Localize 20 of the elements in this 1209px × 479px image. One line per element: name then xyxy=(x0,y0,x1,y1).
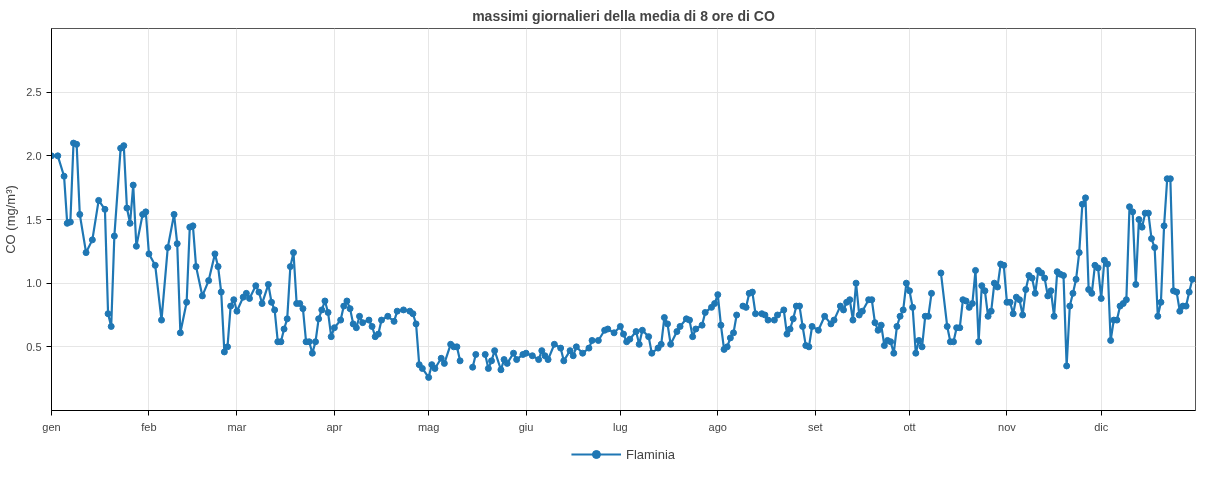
x-tick-label: nov xyxy=(998,420,1017,433)
legend-label: Flaminia xyxy=(625,446,676,462)
x-tick-label: feb xyxy=(141,420,157,433)
y-tick-label: 2.0 xyxy=(26,149,42,162)
x-tick-label: mag xyxy=(417,420,440,433)
y-tick-label: 2.5 xyxy=(26,86,42,99)
x-tick-label: gen xyxy=(42,420,61,433)
x-tick-label: apr xyxy=(326,420,343,433)
y-axis-title: CO (mg/m³) xyxy=(3,185,19,254)
x-tick-label: ott xyxy=(903,420,916,433)
y-tick-label: 1.0 xyxy=(26,277,42,290)
x-tick-label: mar xyxy=(227,420,247,433)
chart-title: massimi giornalieri della media di 8 ore di CO xyxy=(472,7,775,24)
x-tick-label: ago xyxy=(708,420,727,433)
y-tick-label: 0.5 xyxy=(26,340,42,353)
y-tick-label: 1.5 xyxy=(26,213,42,226)
x-tick-label: set xyxy=(807,420,823,433)
x-tick-label: dic xyxy=(1094,420,1109,433)
x-tick-label: lug xyxy=(613,420,628,433)
x-tick-label: giu xyxy=(518,420,534,433)
